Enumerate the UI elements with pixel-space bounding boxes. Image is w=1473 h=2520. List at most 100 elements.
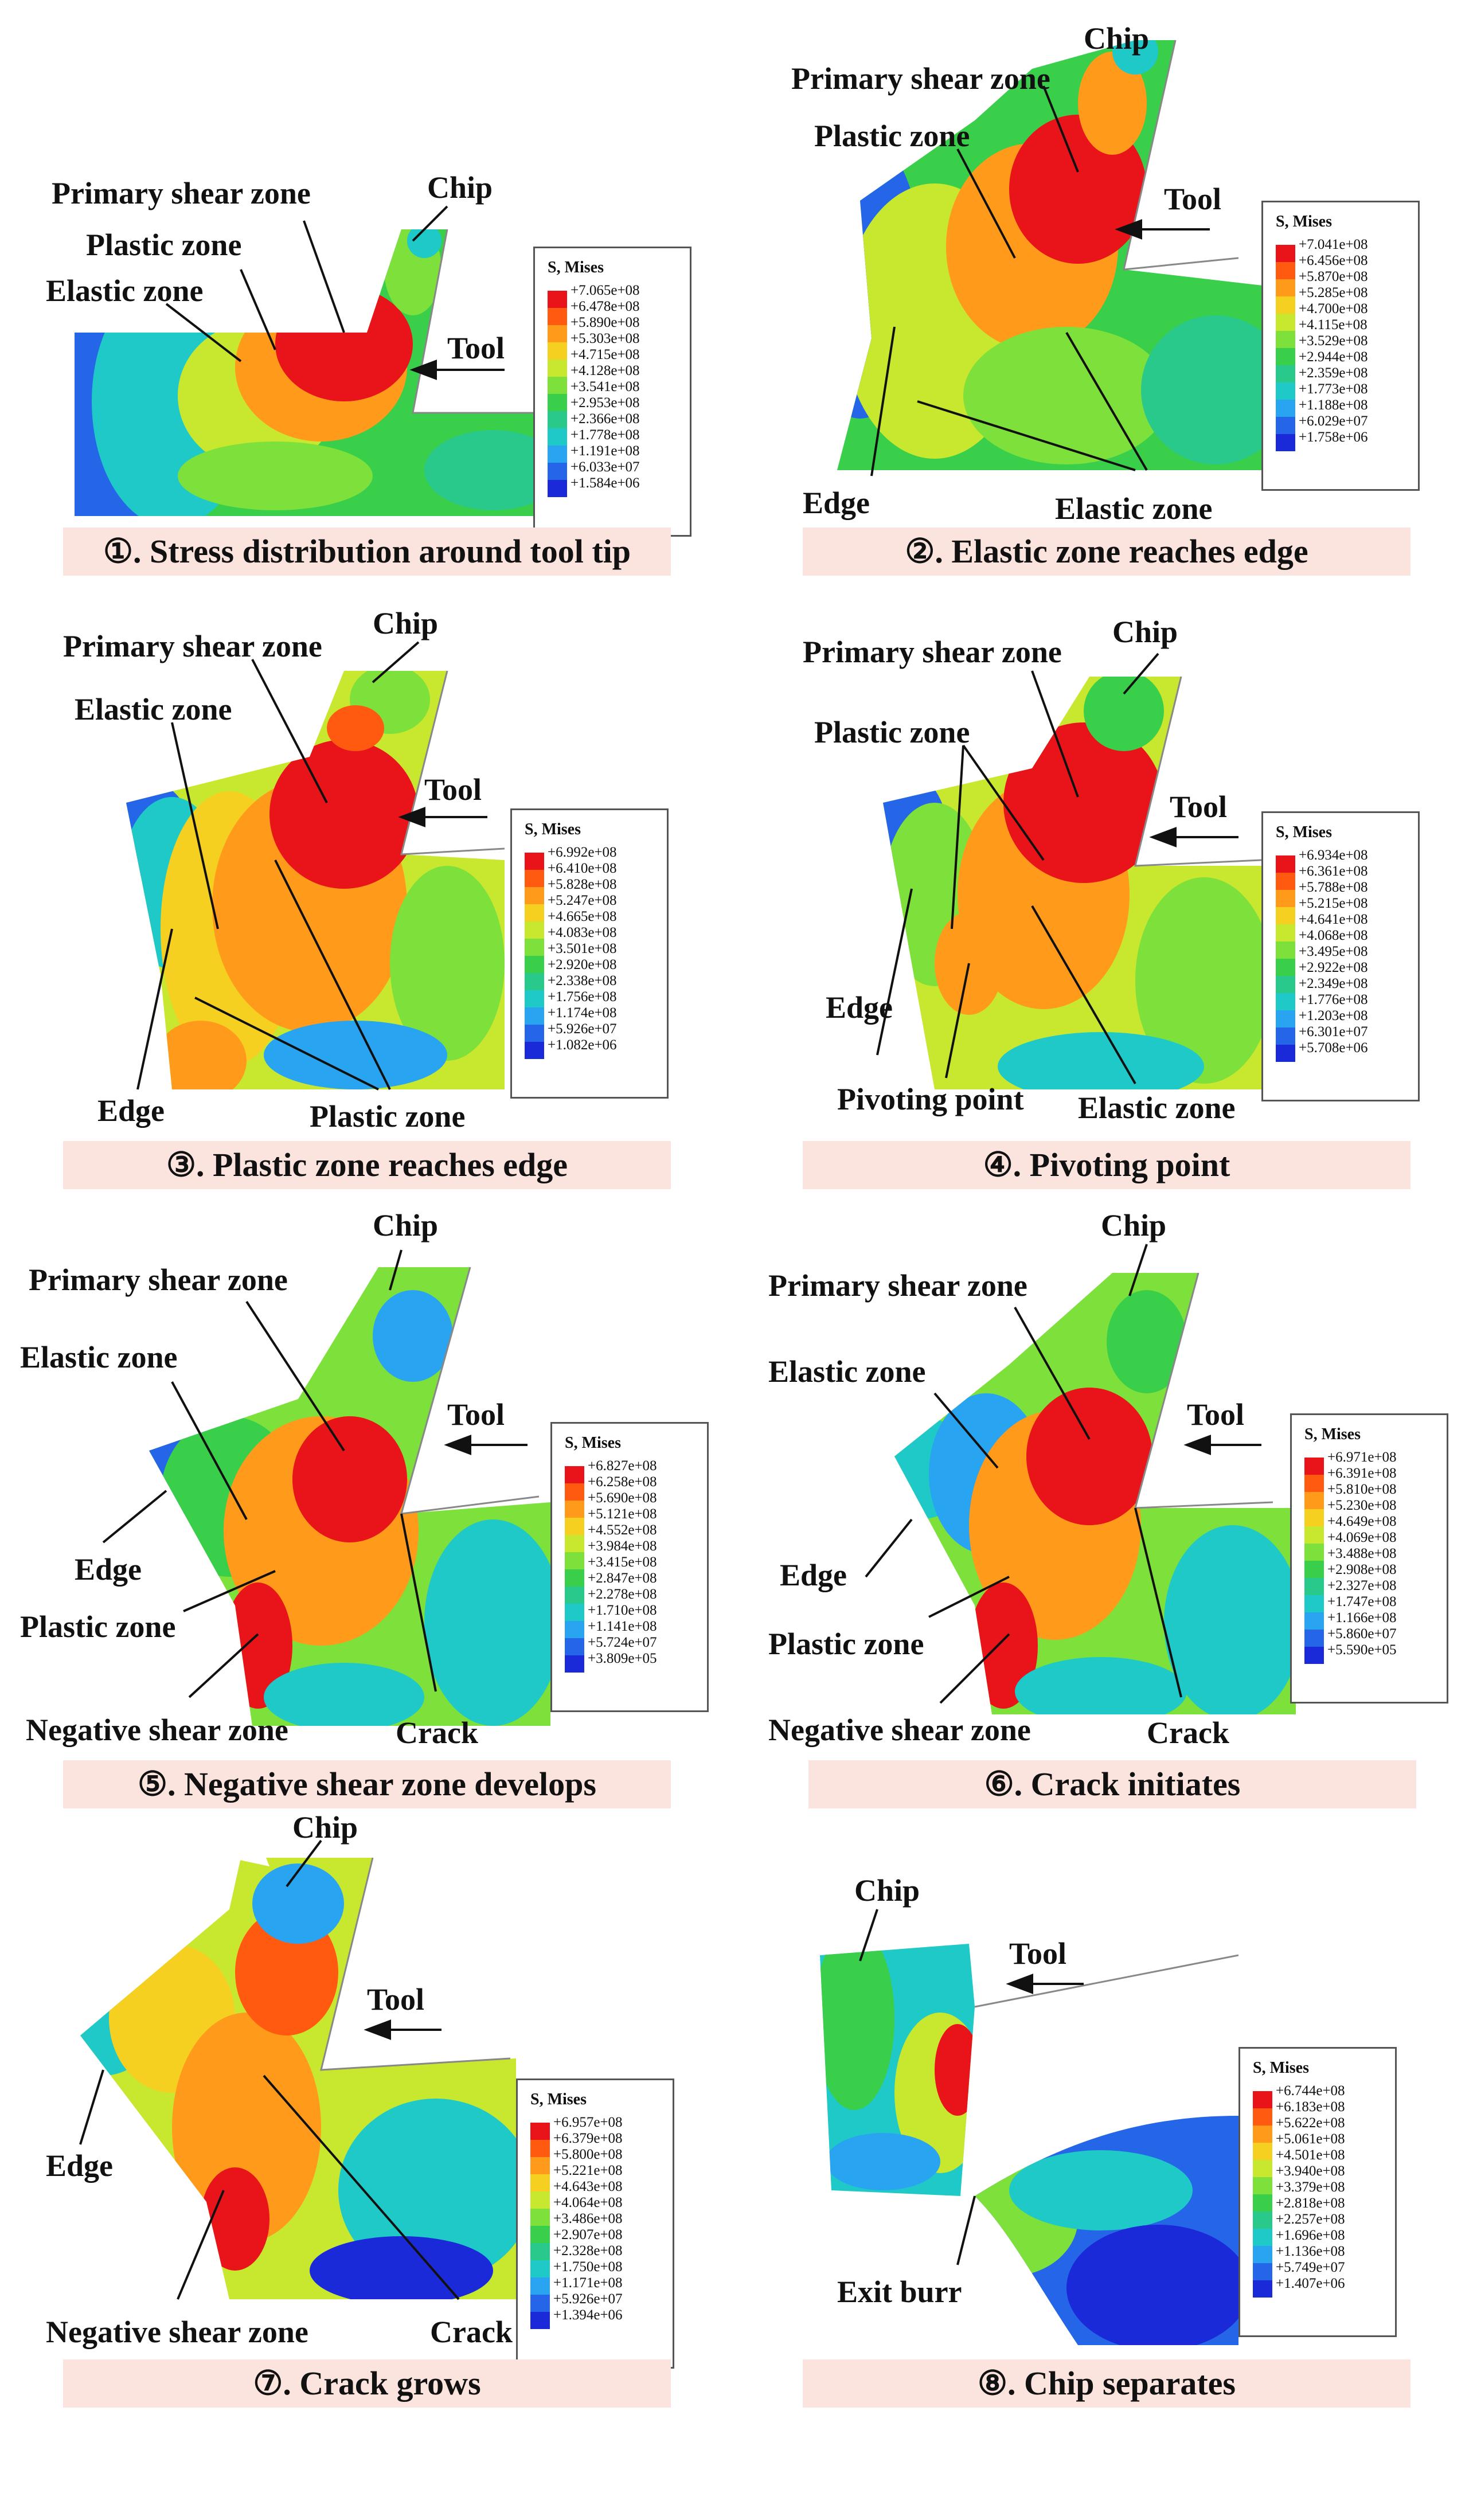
legend-2: S, Mises +7.041e+08 +6.456e+08 +5.870e+0… — [1261, 201, 1420, 491]
leader-plastic-a — [274, 859, 391, 1090]
leader-edge — [865, 1518, 913, 1578]
leader-plastic — [928, 1576, 1010, 1618]
tool-1 — [412, 229, 568, 414]
legend-value: +4.501e+08 — [1276, 2147, 1345, 2163]
legend-value: +5.749e+07 — [1276, 2260, 1345, 2275]
leader-plastic — [956, 149, 1016, 259]
legend-value: +6.029e+07 — [1299, 413, 1368, 429]
legend-title: S, Mises — [1276, 823, 1332, 841]
label-plastic-zone: Plastic zone — [768, 1627, 924, 1661]
legend-value: +1.778e+08 — [571, 427, 640, 443]
legend-values: +6.992e+08 +6.410e+08 +5.828e+08 +5.247e… — [548, 845, 617, 1053]
legend-value: +6.478e+08 — [571, 299, 640, 314]
colorbar-swatch — [548, 308, 567, 325]
leader-elastic — [171, 1381, 248, 1520]
legend-value: +1.584e+06 — [571, 475, 640, 491]
colorbar-swatch — [1276, 331, 1295, 348]
leader-edge — [79, 2069, 104, 2145]
leader-edge — [136, 928, 173, 1090]
panel-caption: ①. Stress distribution around tool tip — [63, 528, 671, 576]
colorbar-swatch — [530, 2260, 550, 2277]
leader-chip — [286, 1839, 322, 1888]
colorbar-swatch — [1276, 400, 1295, 417]
colorbar — [1304, 1458, 1324, 1681]
label-chip: Chip — [373, 606, 439, 640]
legend-value: +1.756e+08 — [548, 989, 617, 1005]
legend-4: S, Mises +6.934e+08 +6.361e+08 +5.788e+0… — [1261, 811, 1420, 1101]
label-plastic-zone: Plastic zone — [20, 1609, 176, 1644]
legend-value: +2.953e+08 — [571, 395, 640, 411]
colorbar-swatch — [1253, 2160, 1272, 2177]
panel-caption: ⑥. Crack initiates — [808, 1760, 1416, 1808]
legend-value: +2.349e+08 — [1299, 976, 1368, 991]
label-tool: Tool — [1187, 1397, 1245, 1432]
leader-crack — [400, 1513, 437, 1692]
legend-value: +4.649e+08 — [1327, 1514, 1397, 1529]
panel-5: Chip Primary shear zone Elastic zone Too… — [0, 1210, 711, 1812]
colorbar-swatch — [525, 887, 544, 904]
legend-value: +6.934e+08 — [1299, 847, 1368, 863]
colorbar-swatch — [1276, 924, 1295, 941]
legend-value: +6.456e+08 — [1299, 253, 1368, 268]
colorbar-swatch — [530, 2295, 550, 2312]
leader-chip — [372, 641, 420, 683]
legend-value: +1.191e+08 — [571, 443, 640, 459]
panel-caption: ⑤. Negative shear zone develops — [63, 1760, 671, 1808]
legend-value: +1.171e+08 — [553, 2275, 623, 2291]
leader-chip — [389, 1249, 403, 1291]
legend-value: +2.920e+08 — [548, 957, 617, 972]
label-edge: Edge — [75, 1552, 142, 1587]
label-exit-burr: Exit burr — [837, 2275, 962, 2309]
leader-chip — [1123, 653, 1159, 695]
legend-value: +7.065e+08 — [571, 283, 640, 298]
colorbar-swatch — [1253, 2194, 1272, 2212]
colorbar-swatch — [1276, 907, 1295, 924]
colorbar-swatch — [525, 1007, 544, 1025]
legend-value: +5.230e+08 — [1327, 1498, 1397, 1513]
crack-gap — [229, 1852, 269, 1866]
colorbar-swatch — [565, 1501, 584, 1518]
panel-7: Chip Tool Edge Negative shear zone Crack… — [0, 1812, 711, 2420]
colorbar-swatch — [548, 411, 567, 428]
legend-value: +4.643e+08 — [553, 2179, 623, 2194]
legend-value: +1.141e+08 — [588, 1619, 657, 1634]
colorbar-swatch — [1276, 382, 1295, 400]
colorbar-swatch — [1276, 1010, 1295, 1027]
legend-value: +4.064e+08 — [553, 2195, 623, 2210]
colorbar-swatch — [1276, 262, 1295, 279]
leader-elastic — [165, 303, 242, 362]
legend-value: +6.971e+08 — [1327, 1450, 1397, 1465]
label-chip: Chip — [854, 1873, 920, 1908]
colorbar-swatch — [530, 2157, 550, 2174]
legend-7: S, Mises +6.957e+08 +6.379e+08 +5.800e+0… — [516, 2078, 674, 2369]
colorbar-swatch — [548, 394, 567, 411]
colorbar-swatch — [1276, 417, 1295, 434]
legend-value: +1.776e+08 — [1299, 992, 1368, 1007]
label-tool: Tool — [1170, 790, 1228, 824]
legend-value: +5.800e+08 — [553, 2147, 623, 2162]
leader-plastic-b — [962, 744, 1045, 861]
legend-value: +6.033e+07 — [571, 459, 640, 475]
stress-contour-2 — [837, 40, 1273, 476]
leader-primary — [1031, 670, 1079, 798]
colorbar — [530, 2123, 550, 2346]
colorbar-swatch — [1253, 2212, 1272, 2229]
panel-8: Chip Tool Exit burr S, Mises +6.744e+08 … — [745, 1818, 1456, 2420]
legend-value: +6.379e+08 — [553, 2131, 623, 2146]
label-elastic-zone: Elastic zone — [768, 1354, 926, 1389]
label-tool: Tool — [424, 772, 482, 807]
leader-primary — [245, 1300, 345, 1452]
legend-value: +5.061e+08 — [1276, 2131, 1345, 2147]
leader-elastic — [933, 1392, 999, 1469]
tool-arrowhead — [1006, 1974, 1033, 1994]
stress-contour-8 — [820, 1909, 1239, 2345]
stress-contour-5 — [102, 1249, 550, 1726]
label-primary-shear-zone: Primary shear zone — [29, 1263, 288, 1297]
leader-elastic-b — [917, 400, 1136, 471]
label-elastic-zone: Elastic zone — [1055, 491, 1213, 526]
legend-value: +2.366e+08 — [571, 411, 640, 427]
label-primary-shear-zone: Primary shear zone — [768, 1268, 1027, 1303]
legend-6: S, Mises +6.971e+08 +6.391e+08 +5.810e+0… — [1290, 1413, 1448, 1704]
colorbar-swatch — [1276, 873, 1295, 890]
label-elastic-zone: Elastic zone — [1078, 1091, 1236, 1125]
